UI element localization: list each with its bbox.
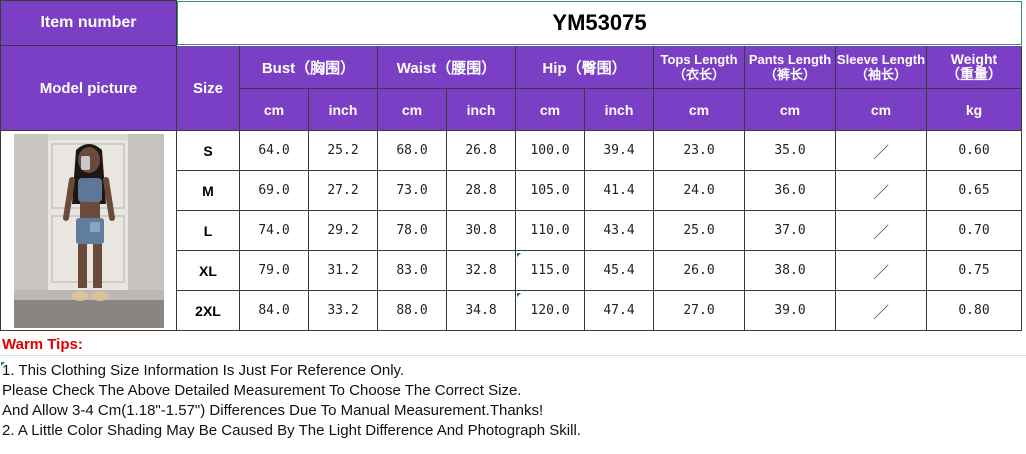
bust-inch-value: 27.2	[309, 171, 378, 211]
waist-inch-value: 26.8	[447, 131, 516, 171]
size-cell: S	[177, 131, 240, 171]
hip-cm-value: 115.0	[516, 251, 585, 291]
waist-inch-value: 28.8	[447, 171, 516, 211]
waist-cm-value: 83.0	[378, 251, 447, 291]
tops-length-cm-unit: cm	[654, 89, 745, 131]
tip-line-3: And Allow 3-4 Cm(1.18"-1.57") Difference…	[2, 402, 544, 419]
cell-marker	[517, 293, 521, 297]
size-header: Size	[177, 46, 240, 131]
tops-length-header-line1: Tops Length	[660, 52, 738, 67]
weight-value: 0.80	[927, 291, 1022, 331]
tops-length-value: 26.0	[654, 251, 745, 291]
hip-cm-value: 110.0	[516, 211, 585, 251]
waist-inch-value: 30.8	[447, 211, 516, 251]
bust-inch-value: 31.2	[309, 251, 378, 291]
waist-header: Waist（腰围）	[378, 46, 516, 89]
tops-length-value: 23.0	[654, 131, 745, 171]
model-picture-header: Model picture	[0, 46, 177, 131]
pants-length-value: 39.0	[745, 291, 836, 331]
warm-tips-title: Warm Tips:	[0, 336, 1026, 356]
bust-inch-value: 25.2	[309, 131, 378, 171]
weight-header-line1: Weight	[950, 51, 998, 67]
item-number-value: YM53075	[177, 1, 1022, 45]
tops-length-header: Tops Length （衣长）	[654, 46, 745, 89]
waist-cm-value: 73.0	[378, 171, 447, 211]
pants-length-value: 36.0	[745, 171, 836, 211]
hip-inch-value: 47.4	[585, 291, 654, 331]
cell-marker	[517, 253, 521, 257]
pants-length-value: 35.0	[745, 131, 836, 171]
size-cell: L	[177, 211, 240, 251]
hip-inch-value: 39.4	[585, 131, 654, 171]
hip-header: Hip（臀围）	[516, 46, 654, 89]
bust-cm-value: 69.0	[240, 171, 309, 211]
tops-length-value: 25.0	[654, 211, 745, 251]
weight-value: 0.75	[927, 251, 1022, 291]
bust-cm-value: 79.0	[240, 251, 309, 291]
sleeve-length-value: ／	[836, 211, 927, 251]
pants-length-value: 37.0	[745, 211, 836, 251]
tops-length-value: 27.0	[654, 291, 745, 331]
item-number-label: Item number	[0, 0, 177, 46]
size-cell: XL	[177, 251, 240, 291]
bust-cm-value: 84.0	[240, 291, 309, 331]
sleeve-length-header: Sleeve Length （袖长）	[836, 46, 927, 89]
pants-length-header: Pants Length （裤长）	[745, 46, 836, 89]
sleeve-length-header-line2: （袖长）	[854, 67, 907, 82]
pants-length-header-line1: Pants Length	[748, 52, 832, 67]
sleeve-length-cm-unit: cm	[836, 89, 927, 131]
tops-length-value: 24.0	[654, 171, 745, 211]
hip-cm-value: 120.0	[516, 291, 585, 331]
bust-inch-value: 29.2	[309, 211, 378, 251]
waist-cm-value: 88.0	[378, 291, 447, 331]
model-photo	[13, 133, 164, 328]
pants-length-header-line2: （裤长）	[763, 67, 816, 82]
tip-line-2: Please Check The Above Detailed Measurem…	[2, 382, 522, 399]
hip-inch-unit: inch	[585, 89, 654, 131]
hip-inch-value: 43.4	[585, 211, 654, 251]
sleeve-length-value: ／	[836, 251, 927, 291]
bust-cm-value: 64.0	[240, 131, 309, 171]
weight-kg-unit: kg	[927, 89, 1022, 131]
waist-cm-value: 78.0	[378, 211, 447, 251]
bust-inch-unit: inch	[309, 89, 378, 131]
tip-line-1: 1. This Clothing Size Information Is Jus…	[2, 362, 405, 379]
waist-inch-value: 34.8	[447, 291, 516, 331]
sleeve-length-value: ／	[836, 131, 927, 171]
weight-value: 0.65	[927, 171, 1022, 211]
hip-cm-value: 105.0	[516, 171, 585, 211]
bust-cm-unit: cm	[240, 89, 309, 131]
waist-inch-value: 32.8	[447, 251, 516, 291]
tip-line-4: 2. A Little Color Shading May Be Caused …	[2, 422, 581, 439]
weight-header-line2: （重量）	[946, 66, 1002, 82]
pants-length-value: 38.0	[745, 251, 836, 291]
hip-inch-value: 45.4	[585, 251, 654, 291]
tops-length-header-line2: （衣长）	[672, 67, 725, 82]
model-picture-cell	[0, 131, 177, 331]
bust-header: Bust（胸围）	[240, 46, 378, 89]
cell-marker	[1, 362, 5, 366]
bust-cm-value: 74.0	[240, 211, 309, 251]
sleeve-length-value: ／	[836, 291, 927, 331]
weight-header: Weight （重量）	[927, 46, 1022, 89]
hip-cm-unit: cm	[516, 89, 585, 131]
waist-cm-unit: cm	[378, 89, 447, 131]
weight-value: 0.60	[927, 131, 1022, 171]
waist-cm-value: 68.0	[378, 131, 447, 171]
bust-inch-value: 33.2	[309, 291, 378, 331]
hip-inch-value: 41.4	[585, 171, 654, 211]
warm-tips-list: 1. This Clothing Size Information Is Jus…	[0, 361, 1026, 441]
sleeve-length-value: ／	[836, 171, 927, 211]
size-cell: 2XL	[177, 291, 240, 331]
weight-value: 0.70	[927, 211, 1022, 251]
sleeve-length-header-line1: Sleeve Length	[836, 52, 926, 67]
hip-cm-value: 100.0	[516, 131, 585, 171]
waist-inch-unit: inch	[447, 89, 516, 131]
pants-length-cm-unit: cm	[745, 89, 836, 131]
size-cell: M	[177, 171, 240, 211]
